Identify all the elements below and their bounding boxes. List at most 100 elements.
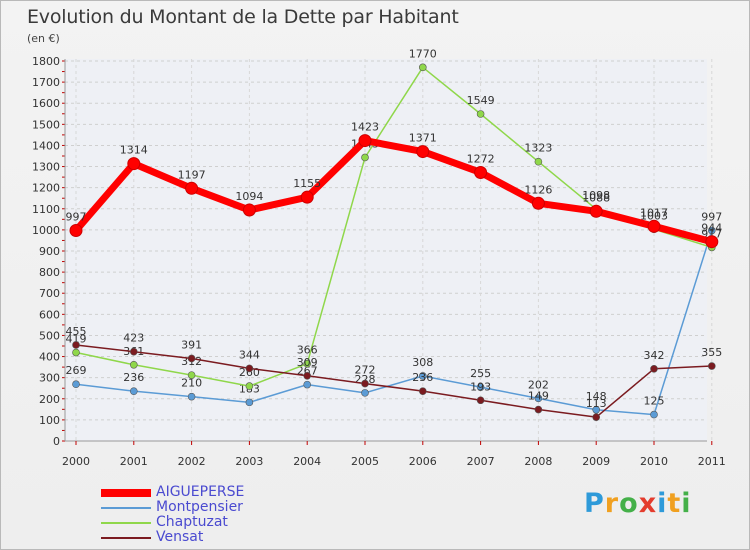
- data-label-chaptuzat: 1098: [582, 189, 610, 202]
- data-label-vensat: 344: [239, 348, 260, 361]
- logo-letter: x: [638, 488, 658, 519]
- legend-swatch: [101, 521, 151, 524]
- data-label-aigueperse: 944: [701, 222, 722, 235]
- data-point-montpensier: [476, 383, 485, 391]
- x-tick-label: 2009: [582, 455, 610, 468]
- data-point-chaptuzat: [476, 110, 485, 118]
- data-point-vensat: [476, 396, 485, 405]
- y-tick-label: 500: [39, 329, 60, 342]
- data-label-chaptuzat: 419: [66, 333, 87, 346]
- data-point-vensat: [72, 341, 80, 349]
- data-point-aigueperse: [647, 219, 661, 233]
- x-tick-label: 2001: [120, 455, 148, 468]
- data-label-chaptuzat: 1770: [409, 47, 437, 60]
- y-tick-label: 800: [39, 266, 60, 279]
- y-tick-label: 300: [39, 372, 60, 385]
- y-tick-label: 200: [39, 393, 60, 406]
- data-point-aigueperse: [185, 181, 199, 195]
- plot-area: [65, 59, 707, 441]
- data-label-aigueperse: 997: [66, 211, 87, 224]
- y-tick-label: 700: [39, 287, 60, 300]
- data-point-chaptuzat: [361, 153, 369, 162]
- data-point-montpensier: [130, 387, 138, 395]
- y-tick-label: 600: [39, 308, 60, 321]
- data-label-montpensier: 255: [470, 367, 491, 380]
- data-point-chaptuzat: [534, 157, 543, 166]
- series-line-vensat: [75, 344, 713, 418]
- data-label-montpensier: 210: [181, 377, 202, 390]
- data-label-vensat: 342: [644, 349, 665, 362]
- data-label-aigueperse: 1423: [351, 121, 379, 134]
- legend-item-vensat: Vensat: [101, 530, 244, 545]
- legend-item-aigueperse: AIGUEPERSE: [101, 485, 244, 500]
- x-tick-label: 2006: [409, 455, 437, 468]
- data-point-aigueperse: [358, 134, 372, 148]
- y-tick-label: 1400: [32, 139, 60, 152]
- data-point-chaptuzat: [303, 359, 312, 368]
- y-tick-label: 100: [39, 414, 60, 427]
- data-point-montpensier: [592, 405, 601, 414]
- x-tick-label: 2000: [62, 455, 90, 468]
- x-tick-label: 2004: [293, 455, 321, 468]
- data-label-aigueperse: 1197: [178, 168, 206, 181]
- legend-swatch: [101, 506, 151, 509]
- data-point-vensat: [707, 362, 716, 370]
- data-label-vensat: 149: [528, 390, 549, 403]
- data-label-montpensier: 308: [412, 356, 433, 369]
- data-label-montpensier: 202: [528, 378, 549, 391]
- x-tick-label: 2010: [640, 455, 668, 468]
- proxiti-logo: Proxiti: [584, 488, 692, 519]
- data-point-vensat: [245, 364, 254, 373]
- x-tick-label: 2008: [524, 455, 552, 468]
- data-point-montpensier: [650, 410, 658, 419]
- data-label-aigueperse: 1272: [467, 152, 495, 165]
- legend-swatch: [101, 536, 151, 539]
- data-point-aigueperse: [531, 196, 545, 210]
- legend-label: AIGUEPERSE: [156, 484, 245, 500]
- data-label-aigueperse: 1314: [120, 144, 148, 157]
- logo-letter: P: [584, 488, 605, 519]
- data-label-chaptuzat: 1549: [467, 94, 495, 107]
- series-line-montpensier: [75, 229, 713, 416]
- data-point-chaptuzat: [187, 371, 196, 379]
- data-point-montpensier: [534, 394, 543, 403]
- data-point-vensat: [592, 413, 601, 421]
- legend-swatch: [101, 488, 151, 497]
- data-label-montpensier: 236: [123, 371, 144, 384]
- y-tick-label: 1100: [32, 203, 60, 216]
- data-point-aigueperse: [127, 157, 141, 171]
- x-tick-label: 2007: [467, 455, 495, 468]
- logo-letter: i: [657, 488, 668, 519]
- x-tick-label: 2011: [698, 455, 726, 468]
- legend-label: Montpensier: [156, 499, 243, 515]
- chart-legend: AIGUEPERSE Montpensier Chaptuzat Vensat: [101, 485, 244, 545]
- data-point-aigueperse: [705, 235, 719, 249]
- data-label-montpensier: 148: [586, 390, 607, 403]
- logo-letter: o: [619, 488, 639, 519]
- data-label-vensat: 455: [66, 325, 87, 338]
- data-point-aigueperse: [300, 190, 314, 204]
- x-tick-label: 2002: [178, 455, 206, 468]
- y-tick-label: 900: [39, 245, 60, 258]
- data-point-chaptuzat: [72, 348, 80, 357]
- data-point-chaptuzat: [418, 63, 427, 72]
- data-point-chaptuzat: [245, 382, 254, 390]
- logo-letter: r: [604, 488, 620, 519]
- data-label-montpensier: 125: [644, 395, 665, 408]
- data-label-vensat: 309: [297, 356, 318, 369]
- data-point-aigueperse: [589, 204, 603, 218]
- data-point-vensat: [187, 354, 196, 363]
- data-point-montpensier: [361, 389, 369, 397]
- data-label-vensat: 272: [355, 364, 376, 377]
- line-chart: 0 100 200 300 400 500 600 700 800 900 1000 1100 1200…: [32, 47, 726, 468]
- data-point-montpensier: [72, 380, 80, 389]
- data-point-vensat: [130, 347, 138, 356]
- data-label-aigueperse: 1094: [235, 190, 263, 203]
- data-label-vensat: 423: [123, 332, 144, 345]
- data-point-montpensier: [707, 226, 716, 235]
- y-tick-label: 1600: [32, 97, 60, 110]
- y-tick-label: 1800: [32, 55, 60, 68]
- data-point-aigueperse: [69, 224, 83, 238]
- y-tick-label: 1300: [32, 161, 60, 174]
